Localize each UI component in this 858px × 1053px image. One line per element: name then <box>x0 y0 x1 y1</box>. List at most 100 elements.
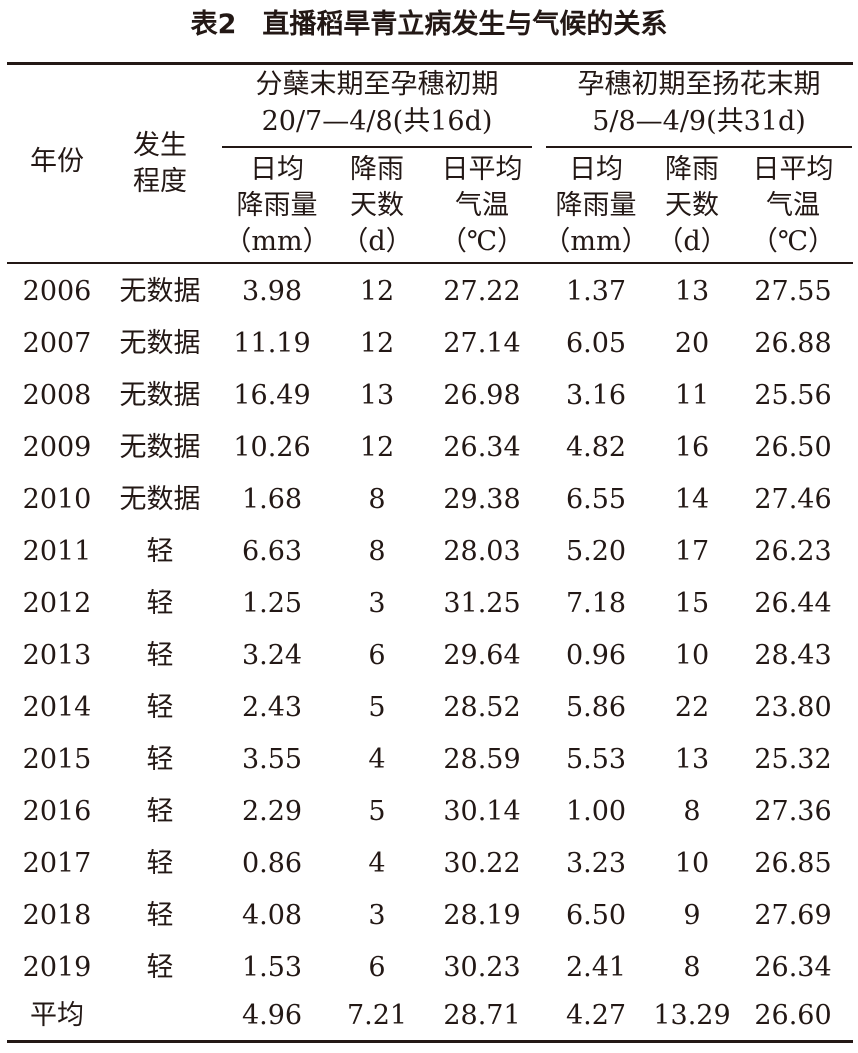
cell-g2-days: 13 <box>674 744 710 775</box>
g1-days-line2: 天数 <box>350 190 404 221</box>
group-1-rule <box>222 146 532 148</box>
cell-severity: 轻 <box>146 900 174 931</box>
cell-severity: 轻 <box>146 640 174 671</box>
cell-g1-days: 5 <box>368 692 386 723</box>
cell-g2-temp: 25.56 <box>754 380 832 411</box>
cell-g1-temp: 28.19 <box>443 900 521 931</box>
cell-g1-temp: 30.14 <box>443 796 521 827</box>
cell-g2-temp: 26.88 <box>754 328 832 359</box>
cell-g1-rain: 3.24 <box>241 640 303 671</box>
cell-g1-days: 3 <box>368 588 386 619</box>
g2-days-line1: 降雨 <box>665 154 719 185</box>
cell-g1-temp: 28.03 <box>443 536 521 567</box>
cell-severity: 无数据 <box>119 432 201 463</box>
cell-g2-days: 14 <box>674 484 710 515</box>
header-severity-line2: 程度 <box>133 166 187 197</box>
cell-g1-temp: 30.22 <box>443 848 521 879</box>
cell-year: 2013 <box>22 640 92 671</box>
cell-g1-rain: 10.26 <box>233 432 311 463</box>
cell-g2-days: 8 <box>683 952 701 983</box>
cell-year: 2016 <box>22 796 92 827</box>
cell-g2-days: 9 <box>683 900 701 931</box>
cell-severity <box>112 990 208 1042</box>
table-row: 2012 轻 1.25 3 31.25 7.18 15 26.44 <box>0 578 858 630</box>
cell-g1-temp: 31.25 <box>443 588 521 619</box>
cell-g2-days: 13.29 <box>653 1000 731 1031</box>
table-row: 2013 轻 3.24 6 29.64 0.96 10 28.43 <box>0 630 858 682</box>
header-severity-line1: 发生 <box>133 130 187 161</box>
cell-g1-rain: 0.86 <box>241 848 303 879</box>
cell-g1-days: 8 <box>368 484 386 515</box>
cell-g1-days: 8 <box>368 536 386 567</box>
cell-g2-temp: 25.32 <box>754 744 832 775</box>
g1-temp-line2: 气温 <box>455 190 509 221</box>
cell-year: 2019 <box>22 952 92 983</box>
cell-g1-days: 6 <box>368 952 386 983</box>
cell-g2-temp: 27.36 <box>754 796 832 827</box>
g1-rain-line1: 日均 <box>250 154 304 185</box>
cell-g2-days: 20 <box>674 328 710 359</box>
cell-year: 2014 <box>22 692 92 723</box>
table-row: 2009 无数据 10.26 12 26.34 4.82 16 26.50 <box>0 422 858 474</box>
cell-g2-temp: 23.80 <box>754 692 832 723</box>
g2-temp-line2: 气温 <box>766 190 820 221</box>
cell-g2-temp: 26.44 <box>754 588 832 619</box>
cell-g1-temp: 28.59 <box>443 744 521 775</box>
table-row: 2011 轻 6.63 8 28.03 5.20 17 26.23 <box>0 526 858 578</box>
g1-days-line1: 降雨 <box>350 154 404 185</box>
cell-g2-rain: 3.23 <box>565 848 627 879</box>
cell-g1-rain: 3.55 <box>241 744 303 775</box>
cell-g2-rain: 5.86 <box>565 692 627 723</box>
cell-g1-rain: 11.19 <box>233 328 311 359</box>
cell-severity: 无数据 <box>119 380 201 411</box>
cell-g1-rain: 6.63 <box>241 536 303 567</box>
cell-year: 2012 <box>22 588 92 619</box>
cell-severity: 轻 <box>146 952 174 983</box>
g2-temp-line1: 日平均 <box>752 154 834 185</box>
cell-severity: 无数据 <box>119 276 201 307</box>
cell-g1-temp: 29.38 <box>443 484 521 515</box>
g2-rain-line1: 日均 <box>569 154 623 185</box>
table-row: 2019 轻 1.53 6 30.23 2.41 8 26.34 <box>0 942 858 994</box>
table-number: 表2 <box>190 9 237 40</box>
g1-temp-unit: （℃） <box>439 226 525 257</box>
cell-g1-rain: 3.98 <box>241 276 303 307</box>
bottom-rule <box>7 1040 853 1043</box>
cell-g1-temp: 28.71 <box>443 1000 521 1031</box>
cell-year: 2009 <box>22 432 92 463</box>
cell-g1-rain: 1.25 <box>241 588 303 619</box>
cell-g2-rain: 6.05 <box>565 328 627 359</box>
cell-g2-rain: 1.37 <box>565 276 627 307</box>
g2-days-unit: （d） <box>656 226 728 257</box>
cell-g1-days: 4 <box>368 744 386 775</box>
cell-year: 2017 <box>22 848 92 879</box>
cell-g2-days: 15 <box>674 588 710 619</box>
cell-g2-rain: 1.00 <box>565 796 627 827</box>
cell-g1-rain: 2.29 <box>241 796 303 827</box>
cell-severity: 轻 <box>146 744 174 775</box>
table-row: 2014 轻 2.43 5 28.52 5.86 22 23.80 <box>0 682 858 734</box>
cell-year: 2006 <box>22 276 92 307</box>
cell-year: 2007 <box>22 328 92 359</box>
cell-g1-days: 3 <box>368 900 386 931</box>
header-year: 年份 <box>30 146 84 177</box>
cell-g1-rain: 4.96 <box>241 1000 303 1031</box>
cell-severity: 无数据 <box>119 328 201 359</box>
table-row: 2006 无数据 3.98 12 27.22 1.37 13 27.55 <box>0 266 858 318</box>
cell-g1-rain: 1.53 <box>241 952 303 983</box>
cell-g1-rain: 1.68 <box>241 484 303 515</box>
cell-year: 平均 <box>30 1000 84 1031</box>
cell-g2-days: 10 <box>674 848 710 879</box>
table-row: 2016 轻 2.29 5 30.14 1.00 8 27.36 <box>0 786 858 838</box>
cell-g2-rain: 5.53 <box>565 744 627 775</box>
cell-g2-days: 17 <box>674 536 710 567</box>
cell-g1-days: 6 <box>368 640 386 671</box>
group-2-range: 5/8—4/9(共31d) <box>592 106 806 137</box>
cell-g2-rain: 5.20 <box>565 536 627 567</box>
cell-year: 2018 <box>22 900 92 931</box>
cell-g1-temp: 28.52 <box>443 692 521 723</box>
cell-g1-days: 12 <box>359 276 395 307</box>
cell-g2-rain: 2.41 <box>565 952 627 983</box>
g1-temp-line1: 日平均 <box>441 154 523 185</box>
